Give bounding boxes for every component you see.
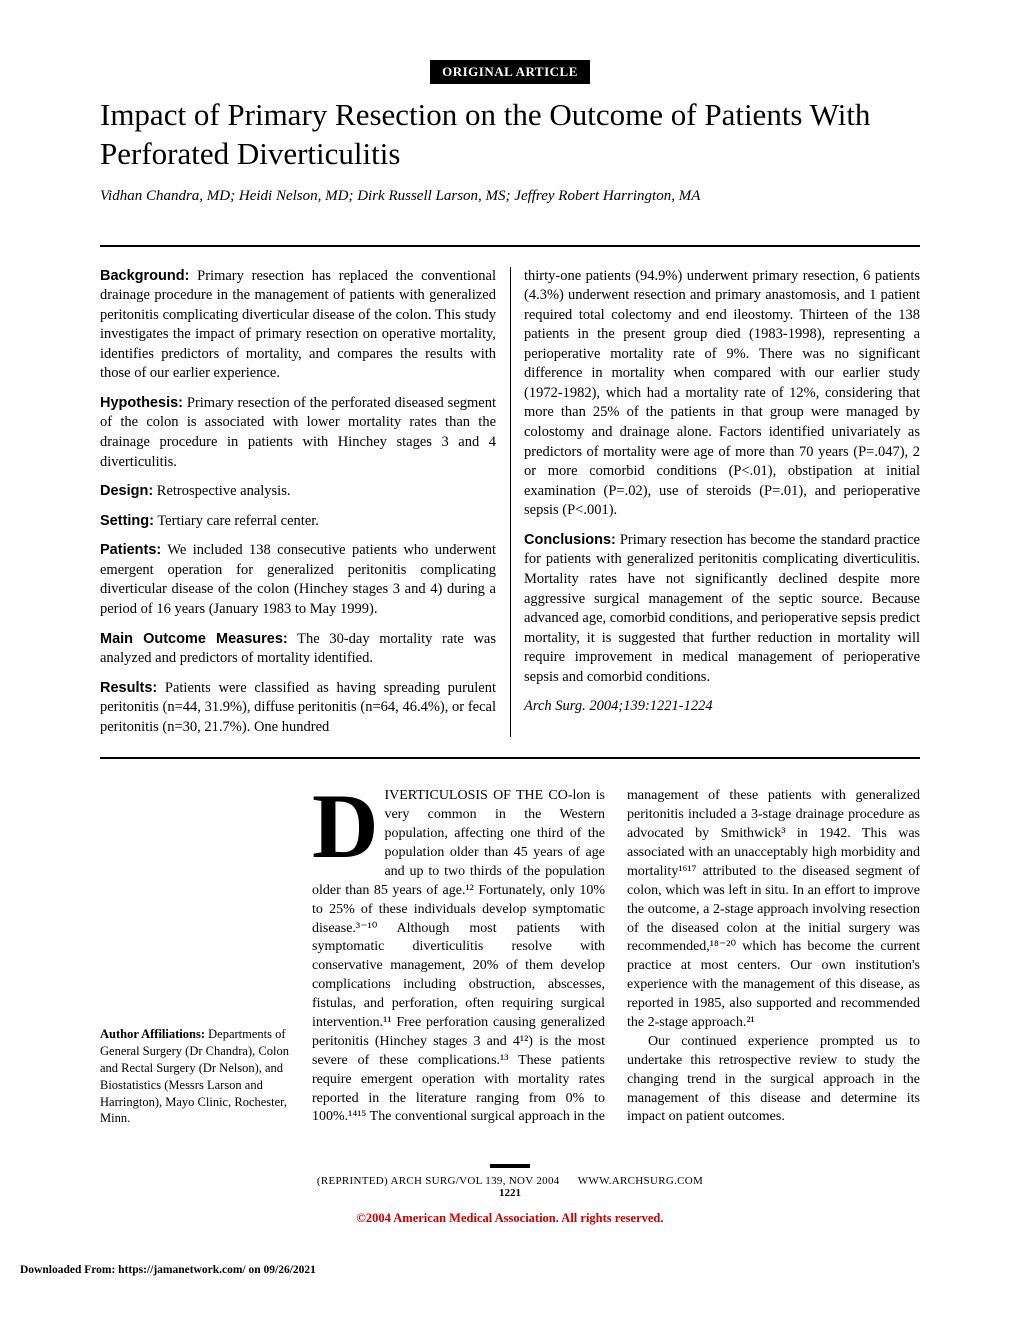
abstract-outcome: Main Outcome Measures: The 30-day mortal… xyxy=(100,630,496,669)
abstract-patients-head: Patients: xyxy=(100,542,161,558)
abstract-conclusions-head: Conclusions: xyxy=(524,532,616,548)
abstract-conclusions: Conclusions: Primary resection has becom… xyxy=(524,531,920,688)
abstract-setting-head: Setting: xyxy=(100,513,154,529)
download-line: Downloaded From: https://jamanetwork.com… xyxy=(20,1264,1020,1276)
abstract-results-text1: Patients were classified as having sprea… xyxy=(100,680,496,735)
abstract-citation: Arch Surg. 2004;139:1221-1224 xyxy=(524,697,920,717)
abstract-conclusions-text: Primary resection has become the standar… xyxy=(524,532,920,685)
footer-site: WWW.ARCHSURG.COM xyxy=(578,1175,703,1187)
abstract-results-head: Results: xyxy=(100,680,157,696)
body-para-3: Our continued experience prompted us to … xyxy=(627,1033,920,1127)
article-type-badge: ORIGINAL ARTICLE xyxy=(430,60,590,84)
abstract-results-text2: thirty-one patients (94.9%) underwent pr… xyxy=(524,268,920,519)
abstract-background: Background: Primary resection has replac… xyxy=(100,267,496,384)
author-affiliations-text: Departments of General Surgery (Dr Chand… xyxy=(100,1027,289,1125)
abstract-hypothesis-head: Hypothesis: xyxy=(100,395,183,411)
abstract-design: Design: Retrospective analysis. xyxy=(100,482,496,502)
abstract-setting-text: Tertiary care referral center. xyxy=(154,513,319,529)
body-para-2-text: agement of these patients with generaliz… xyxy=(627,788,920,1030)
body-text: DIVERTICULOSIS OF THE CO-lon is very com… xyxy=(312,787,920,1127)
abstract-background-head: Background: xyxy=(100,268,189,284)
footer-page-number: 1221 xyxy=(100,1187,920,1199)
abstract-background-text: Primary resection has replaced the conve… xyxy=(100,268,496,382)
footer-rule xyxy=(490,1164,530,1168)
abstract-setting: Setting: Tertiary care referral center. xyxy=(100,512,496,532)
dropcap: D xyxy=(312,787,384,863)
abstract-design-text: Retrospective analysis. xyxy=(153,483,290,499)
abstract-block: Background: Primary resection has replac… xyxy=(100,245,920,760)
footer-reprint-line: (REPRINTED) ARCH SURG/VOL 139, NOV 2004 … xyxy=(100,1175,920,1187)
footer-reprint: (REPRINTED) ARCH SURG/VOL 139, NOV 2004 xyxy=(317,1175,560,1187)
article-title: Impact of Primary Resection on the Outco… xyxy=(100,96,920,174)
abstract-outcome-head: Main Outcome Measures: xyxy=(100,631,288,647)
abstract-hypothesis: Hypothesis: Primary resection of the per… xyxy=(100,394,496,472)
abstract-design-head: Design: xyxy=(100,483,153,499)
abstract-results-p2: thirty-one patients (94.9%) underwent pr… xyxy=(524,267,920,521)
author-affiliations-head: Author Affiliations: xyxy=(100,1027,205,1041)
author-list: Vidhan Chandra, MD; Heidi Nelson, MD; Di… xyxy=(100,188,920,205)
footer-copyright: ©2004 American Medical Association. All … xyxy=(100,1211,920,1226)
author-affiliations: Author Affiliations: Departments of Gene… xyxy=(100,1026,290,1127)
abstract-results-p1: Results: Patients were classified as hav… xyxy=(100,679,496,738)
abstract-patients: Patients: We included 138 consecutive pa… xyxy=(100,541,496,619)
